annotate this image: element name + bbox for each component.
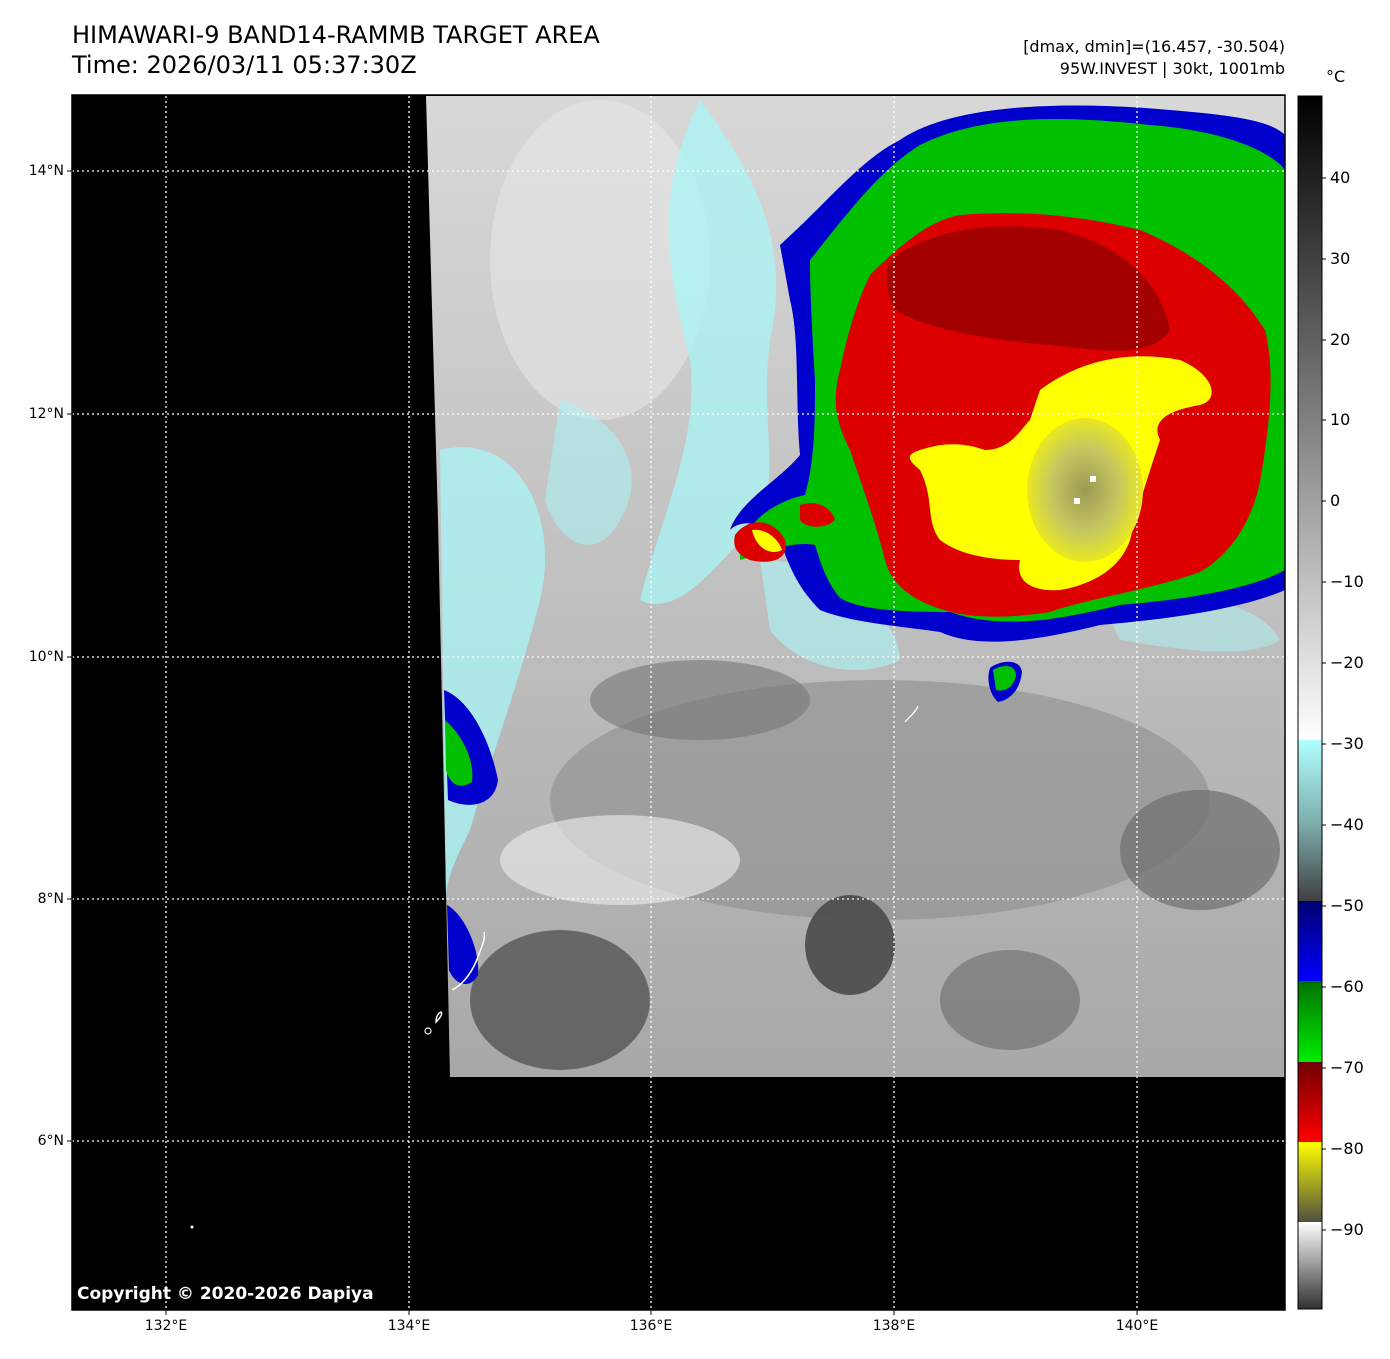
timestamp: Time: 2026/03/11 05:37:30Z [72, 51, 417, 79]
colorbar-tick: 0 [1330, 491, 1341, 510]
lon-label-132e: 132°E [144, 1318, 188, 1334]
colorbar-tick: −70 [1330, 1058, 1364, 1077]
colorbar-tick: 20 [1330, 330, 1351, 349]
axis-ticks [67, 170, 1138, 1315]
map-title: HIMAWARI-9 BAND14-RAMMB TARGET AREA [72, 21, 600, 49]
colorbar-tick: −10 [1330, 572, 1364, 591]
colorbar-tick: −60 [1330, 977, 1364, 996]
storm-info: 95W.INVEST | 30kt, 1001mb [1059, 59, 1285, 78]
colorbar-unit: °C [1326, 67, 1346, 86]
graticule [72, 96, 1285, 1310]
copyright-notice: Copyright © 2020-2026 Dapiya [77, 1284, 374, 1304]
lat-label-8n: 8°N [37, 891, 64, 907]
colorbar-tick: −50 [1330, 896, 1364, 915]
colorbar-tick: −80 [1330, 1139, 1364, 1158]
colorbar-tick: 40 [1330, 168, 1351, 187]
lat-label-10n: 10°N [28, 649, 64, 665]
colorbar-tick: −90 [1330, 1220, 1364, 1239]
satellite-swath [190, 96, 1285, 1229]
lon-label-138e: 138°E [872, 1318, 916, 1334]
colorbar-tick: −20 [1330, 653, 1364, 672]
data-range: [dmax, dmin]=(16.457, -30.504) [1023, 37, 1285, 56]
lat-label-14n: 14°N [28, 163, 64, 179]
colorbar-tick: −40 [1330, 815, 1364, 834]
map-frame [71, 94, 1286, 1311]
lat-label-6n: 6°N [37, 1133, 64, 1149]
colorbar [1297, 95, 1326, 1310]
lon-label-134e: 134°E [387, 1318, 431, 1334]
colorbar-tick: −30 [1330, 734, 1364, 753]
colorbar-tick: 10 [1330, 410, 1351, 429]
lat-label-12n: 12°N [28, 406, 64, 422]
colorbar-tick: 30 [1330, 249, 1351, 268]
lon-label-140e: 140°E [1115, 1318, 1159, 1334]
lon-label-136e: 136°E [629, 1318, 673, 1334]
